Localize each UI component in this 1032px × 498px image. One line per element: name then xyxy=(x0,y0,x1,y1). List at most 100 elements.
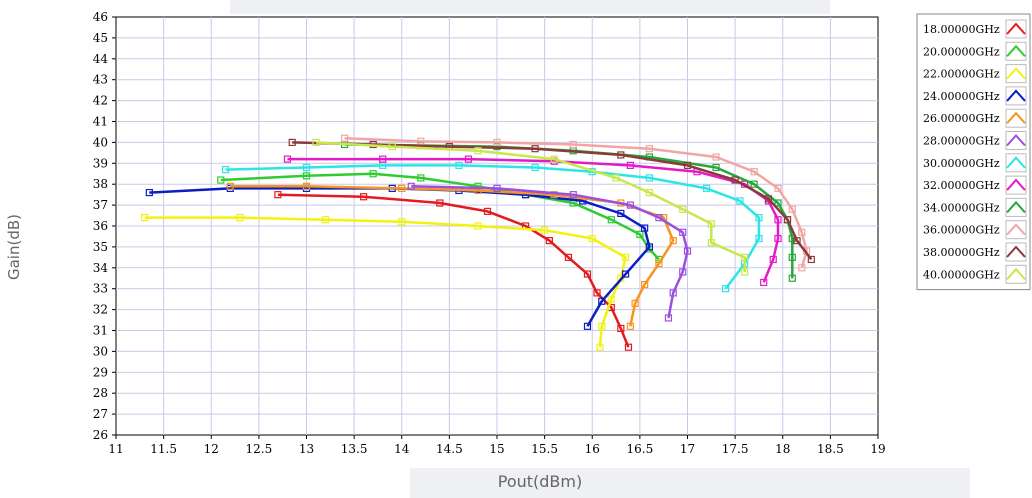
legend-label: 18.00000GHz xyxy=(923,23,1000,36)
data-point xyxy=(569,140,577,149)
data-point xyxy=(217,176,225,184)
data-point xyxy=(550,191,558,199)
data-point xyxy=(417,174,425,182)
data-point xyxy=(750,168,758,176)
data-point xyxy=(774,184,782,192)
data-point xyxy=(760,278,768,287)
data-point xyxy=(236,214,244,222)
data-point xyxy=(645,243,654,251)
data-point xyxy=(636,230,644,238)
x-tick-label: 12.5 xyxy=(246,442,273,456)
data-point xyxy=(583,270,592,278)
data-point xyxy=(588,234,596,243)
data-point xyxy=(721,285,730,293)
y-tick-label: 33 xyxy=(93,282,108,296)
legend-swatch-line xyxy=(1006,178,1026,191)
data-point xyxy=(736,197,744,205)
y-tick-label: 40 xyxy=(93,135,108,149)
x-tick-label: 15.5 xyxy=(531,442,558,456)
x-tick-label: 18.5 xyxy=(817,442,844,456)
data-point xyxy=(593,289,601,297)
data-point xyxy=(731,176,739,184)
legend-swatch-line xyxy=(1006,67,1026,80)
x-axis-label: Pout(dBm) xyxy=(497,472,583,491)
legend-label: 28.00000GHz xyxy=(923,135,1000,148)
data-point xyxy=(302,182,311,190)
x-tick-label: 16 xyxy=(585,442,600,456)
legend-swatch xyxy=(1005,41,1027,61)
data-point xyxy=(531,145,539,153)
background-band-top xyxy=(230,0,830,14)
legend-swatch-line xyxy=(1006,245,1026,258)
data-point xyxy=(702,184,711,192)
x-tick-label: 14.5 xyxy=(436,442,463,456)
data-point xyxy=(707,239,715,247)
legend-label: 30.00000GHz xyxy=(923,157,1000,170)
y-tick-label: 30 xyxy=(93,344,108,358)
legend-swatch xyxy=(1005,220,1027,240)
y-tick-label: 32 xyxy=(93,303,108,317)
series-line xyxy=(149,187,651,327)
legend-label: 40.00000GHz xyxy=(923,268,1000,281)
grid-lines xyxy=(116,17,878,435)
data-point xyxy=(531,163,539,172)
series-40.00000GHz xyxy=(312,138,749,276)
data-point xyxy=(464,155,473,163)
x-tick-label: 13.5 xyxy=(341,442,368,456)
data-point xyxy=(631,299,639,307)
data-point xyxy=(774,234,782,243)
data-point xyxy=(798,228,806,236)
data-point xyxy=(302,172,311,180)
data-point xyxy=(655,260,663,268)
series-28.00000GHz xyxy=(407,182,692,322)
x-tick-label: 17.5 xyxy=(722,442,749,456)
y-tick-label: 31 xyxy=(93,324,108,338)
x-tick-label: 11.5 xyxy=(150,442,177,456)
data-point xyxy=(436,199,444,207)
y-tick-label: 27 xyxy=(93,407,108,421)
data-point xyxy=(774,216,782,224)
data-point xyxy=(388,142,396,151)
data-point xyxy=(645,174,654,182)
data-point xyxy=(750,180,758,188)
data-point xyxy=(626,201,634,209)
legend-swatch xyxy=(1005,131,1027,150)
data-point xyxy=(641,280,649,289)
series-lines xyxy=(140,134,815,351)
x-tick-label: 13 xyxy=(299,442,314,456)
data-point xyxy=(788,205,796,213)
legend-swatch-line xyxy=(1006,267,1026,280)
data-point xyxy=(569,191,577,199)
data-point xyxy=(621,270,630,278)
legend-swatch-line xyxy=(1006,156,1026,169)
data-point xyxy=(679,268,687,276)
data-point xyxy=(769,255,777,264)
y-axis-label: Gain(dB) xyxy=(5,214,23,281)
legend-swatch-line xyxy=(1006,89,1026,102)
data-point xyxy=(774,199,782,207)
y-tick-label: 46 xyxy=(93,10,108,24)
data-point xyxy=(360,193,368,201)
y-tick-label: 42 xyxy=(93,94,108,108)
series-38.00000GHz xyxy=(288,138,815,264)
data-point xyxy=(712,163,720,172)
series-line xyxy=(144,216,627,348)
series-line xyxy=(225,164,761,290)
legend-swatch-line xyxy=(1006,44,1026,57)
x-tick-label: 18 xyxy=(775,442,790,456)
data-point xyxy=(302,163,311,172)
data-point xyxy=(398,184,406,192)
legend-swatch-line xyxy=(1006,223,1026,236)
data-point xyxy=(379,155,387,163)
y-tick-label: 43 xyxy=(93,73,108,87)
data-point xyxy=(598,322,606,330)
legend-swatch-line xyxy=(1006,111,1026,124)
data-point xyxy=(612,174,620,182)
legend-swatch xyxy=(1005,242,1027,262)
legend-label: 26.00000GHz xyxy=(923,112,1000,125)
data-point xyxy=(626,161,634,169)
data-point xyxy=(493,138,501,146)
data-point xyxy=(683,161,692,169)
